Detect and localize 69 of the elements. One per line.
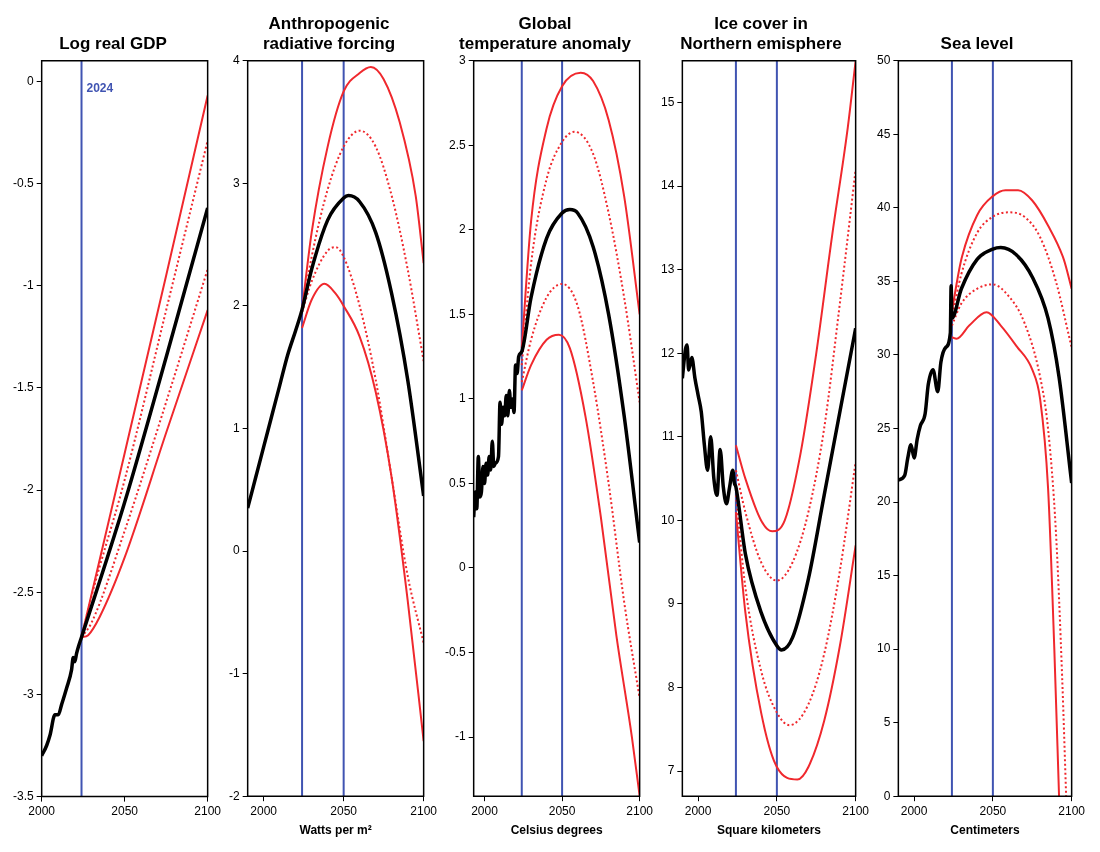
y-tick-label: -1.5 bbox=[12, 380, 34, 395]
y-tick-label: 15 bbox=[660, 94, 675, 109]
chart-title: Sea level bbox=[940, 34, 1014, 54]
y-tick-label: 0 bbox=[458, 560, 466, 575]
y-tick-label: -2.5 bbox=[12, 584, 34, 599]
y-tick-label: 2 bbox=[232, 298, 240, 313]
y-tick-label: 5 bbox=[883, 714, 891, 729]
x-tick-label: 2050 bbox=[330, 803, 358, 818]
y-tick-label: 35 bbox=[876, 273, 891, 288]
x-tick-label: 2100 bbox=[194, 804, 222, 819]
chart-title: Global temperature anomaly bbox=[459, 13, 632, 54]
y-tick-label: -2 bbox=[23, 482, 34, 497]
y-tick-label: 40 bbox=[876, 200, 891, 215]
y-tick-label: -1 bbox=[455, 729, 466, 744]
y-tick-label: -3.5 bbox=[12, 788, 34, 803]
y-tick-label: 0 bbox=[883, 788, 891, 803]
y-tick-label: 1 bbox=[458, 391, 466, 406]
chart-title: Log real GDP bbox=[59, 34, 167, 54]
y-tick-label: 45 bbox=[876, 126, 891, 141]
y-tick-label: -1 bbox=[23, 277, 34, 292]
y-tick-label: 11 bbox=[661, 429, 675, 444]
y-tick-label: 10 bbox=[660, 512, 675, 527]
x-tick-label: 2000 bbox=[250, 803, 278, 818]
y-tick-label: 1 bbox=[232, 420, 240, 435]
y-tick-label: -0.5 bbox=[12, 175, 34, 190]
y-tick-label: 14 bbox=[660, 178, 675, 193]
y-tick-label: 50 bbox=[876, 53, 891, 68]
x-tick-label: 2000 bbox=[28, 804, 56, 819]
y-tick-label: -0.5 bbox=[444, 644, 466, 659]
y-tick-label: -3 bbox=[23, 686, 34, 701]
y-tick-label: 15 bbox=[876, 567, 891, 582]
x-tick-label: 2050 bbox=[548, 803, 576, 818]
x-tick-label: 2100 bbox=[842, 803, 870, 818]
x-tick-label: 2050 bbox=[111, 804, 139, 819]
y-tick-label: 9 bbox=[667, 596, 675, 611]
y-tick-label: 13 bbox=[660, 262, 675, 277]
y-tick-label: 7 bbox=[667, 763, 675, 778]
x-axis-title: Centimeters bbox=[950, 823, 1020, 838]
y-tick-label: 0.5 bbox=[448, 475, 466, 490]
chart-title: Anthropogenic radiative forcing bbox=[262, 13, 396, 54]
x-tick-label: 2050 bbox=[763, 803, 791, 818]
x-tick-label: 2050 bbox=[979, 803, 1007, 818]
y-tick-label: 20 bbox=[876, 494, 891, 509]
y-tick-label: 3 bbox=[232, 175, 240, 190]
x-tick-label: 2000 bbox=[900, 803, 928, 818]
y-tick-label: 1.5 bbox=[448, 306, 466, 321]
y-tick-label: 3 bbox=[458, 53, 466, 68]
chart-title: Ice cover in Northern emisphere bbox=[680, 13, 842, 54]
y-tick-label: 2 bbox=[458, 222, 466, 237]
y-tick-label: 10 bbox=[876, 641, 891, 656]
y-tick-label: 2.5 bbox=[448, 137, 466, 152]
ref-line-label: 2024 bbox=[86, 81, 114, 96]
x-axis-title: Watts per m² bbox=[299, 823, 372, 838]
x-tick-label: 2000 bbox=[684, 803, 712, 818]
x-tick-label: 2100 bbox=[626, 803, 654, 818]
y-tick-label: 12 bbox=[660, 345, 675, 360]
x-axis-title: Square kilometers bbox=[716, 823, 822, 838]
y-tick-label: 8 bbox=[667, 679, 675, 694]
x-tick-label: 2100 bbox=[1058, 803, 1086, 818]
x-tick-label: 2100 bbox=[410, 803, 438, 818]
y-tick-label: -1 bbox=[229, 665, 240, 680]
y-tick-label: 4 bbox=[232, 53, 240, 68]
y-tick-label: 30 bbox=[876, 347, 891, 362]
x-tick-label: 2000 bbox=[471, 803, 499, 818]
y-tick-label: 25 bbox=[876, 420, 891, 435]
y-tick-label: -2 bbox=[229, 788, 240, 803]
x-axis-title: Celsius degrees bbox=[510, 823, 604, 838]
y-tick-label: 0 bbox=[26, 73, 34, 88]
y-tick-label: 0 bbox=[232, 543, 240, 558]
